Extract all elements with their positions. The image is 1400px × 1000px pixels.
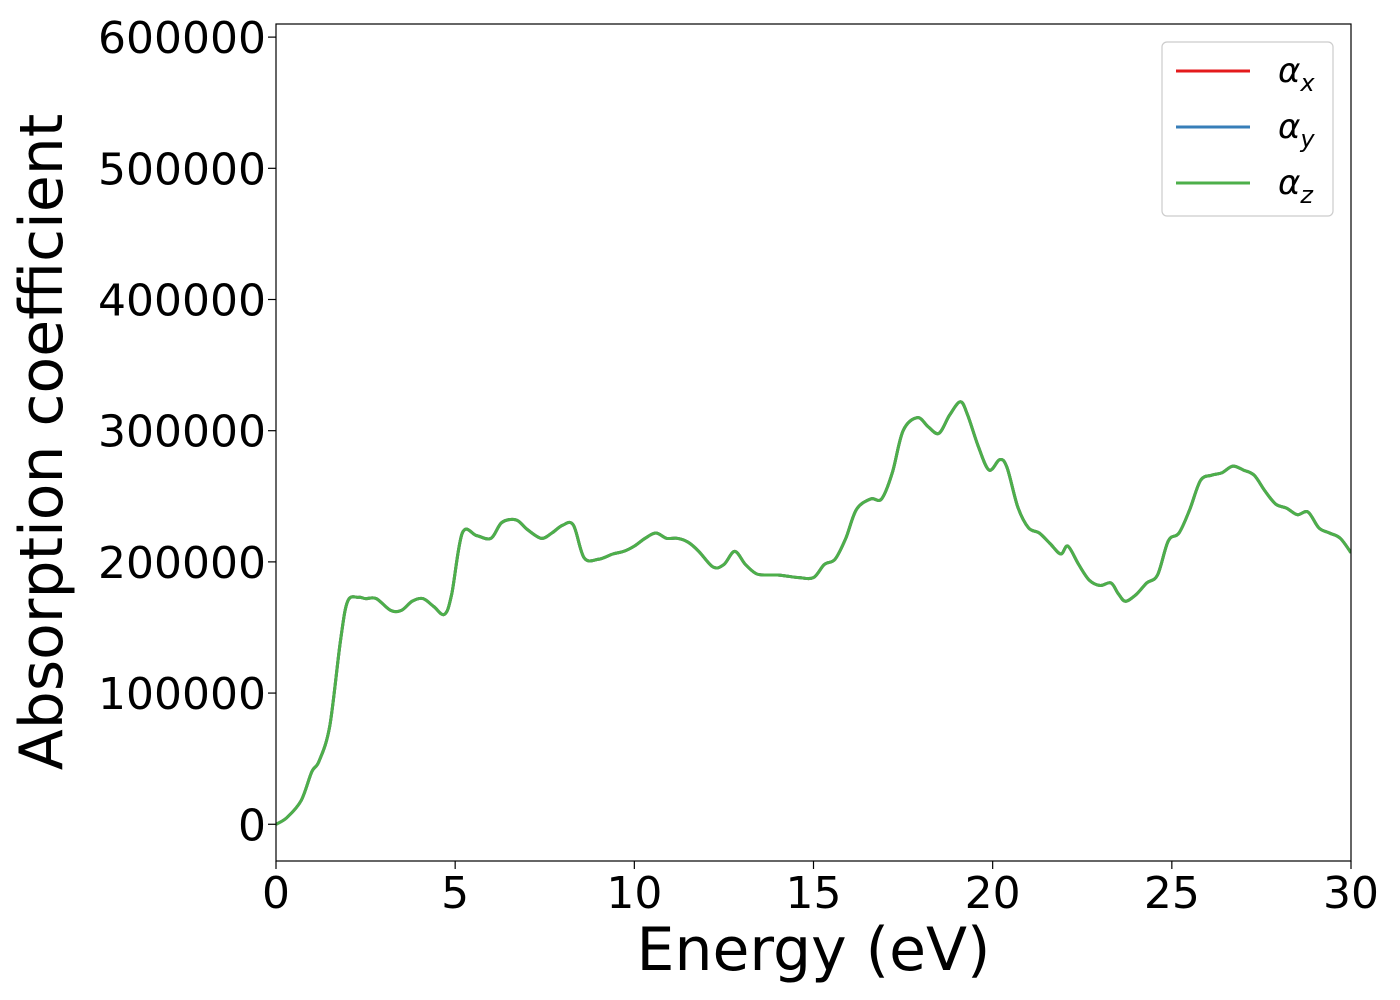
x-tick-label: 15 xyxy=(786,868,842,919)
x-tick-label: 30 xyxy=(1323,868,1379,919)
x-axis-title: Energy (eV) xyxy=(637,915,991,985)
x-axis: 0 5 10 15 20 25 30 xyxy=(262,861,1379,919)
y-axis-title: Absorption coefficient xyxy=(7,114,77,771)
x-tick-label: 25 xyxy=(1144,868,1200,919)
x-tick-label: 10 xyxy=(606,868,662,919)
legend-frame xyxy=(1161,41,1334,217)
y-tick-label: 600000 xyxy=(98,13,266,64)
y-tick-label: 0 xyxy=(238,800,266,851)
series-line-alpha-x xyxy=(276,400,1351,826)
series-layer xyxy=(276,400,1351,826)
series-line-alpha-y xyxy=(276,400,1351,826)
x-tick-label: 20 xyxy=(965,868,1021,919)
x-tick-label: 0 xyxy=(262,868,290,919)
y-tick-label: 300000 xyxy=(98,407,266,458)
x-tick-label: 5 xyxy=(441,868,469,919)
y-tick-label: 100000 xyxy=(98,669,266,720)
series-line-alpha-z xyxy=(276,400,1351,826)
y-tick-label: 400000 xyxy=(98,276,266,327)
y-axis: 0 100000 200000 300000 400000 500000 600000 xyxy=(98,13,276,851)
y-tick-label: 500000 xyxy=(98,144,266,195)
y-tick-label: 200000 xyxy=(98,538,266,589)
